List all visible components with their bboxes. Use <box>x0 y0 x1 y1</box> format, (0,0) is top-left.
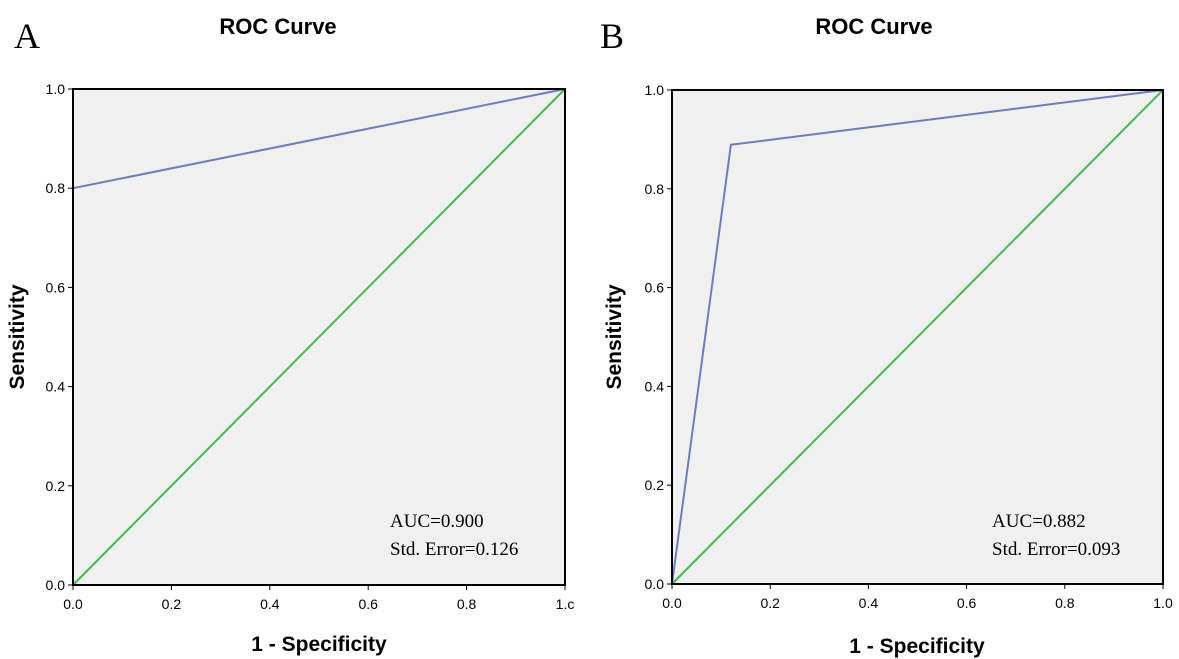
plot-frame <box>72 88 566 586</box>
y-tick-label: 0.2 <box>645 477 665 493</box>
chart-title: ROC Curve <box>815 14 932 39</box>
y-tick-label: 0.0 <box>645 576 665 592</box>
x-tick-label: 0.0 <box>63 596 83 612</box>
tick-group: 0.0 0.2 0.4 0.6 0.8 1.0 0.0 0.2 0.4 0.6 0.8 1.0 <box>645 82 1173 611</box>
chart-title: ROC Curve <box>219 14 336 39</box>
y-axis-label: Sensitivity <box>603 284 626 389</box>
x-tick-label: 0.4 <box>260 596 280 612</box>
x-tick-label: 1.с <box>556 596 575 612</box>
x-tick-label: 1.0 <box>1153 595 1173 611</box>
x-tick-label: 0.2 <box>162 596 182 612</box>
auc-annotation: AUC=0.882 <box>992 511 1086 532</box>
y-tick-label: 0.4 <box>46 379 66 395</box>
x-tick-label: 0.4 <box>859 595 879 611</box>
x-axis-label: 1 - Specificity <box>849 635 985 658</box>
y-tick-label: 0.6 <box>46 279 66 295</box>
std-error-annotation: Std. Error=0.093 <box>992 539 1120 560</box>
panel-a: A ROC Curve 0.0 0.2 0.4 0.6 0.8 1.с0.00.20.40… <box>6 14 574 656</box>
y-tick-label: 0.2 <box>46 478 66 494</box>
y-tick-label: 1.0 <box>645 82 665 98</box>
series-group <box>671 89 1164 585</box>
y-axis-label: Sensitivity <box>6 284 29 389</box>
tick-group: 0.0 0.2 0.4 0.6 0.8 1.с 0.0 0.2 0.4 0.6 0.8 1.0 <box>46 81 575 612</box>
y-tick-label: 0.8 <box>46 180 66 196</box>
panel-label: B <box>600 16 624 56</box>
y-tick-label: 0.4 <box>645 378 665 394</box>
panel-label: A <box>14 16 40 56</box>
reference-line <box>671 89 1164 585</box>
y-tick-label: 0.0 <box>46 577 66 593</box>
y-tick-label: 0.6 <box>645 280 665 296</box>
x-axis-label: 1 - Specificity <box>251 633 387 656</box>
auc-annotation: AUC=0.900 <box>390 511 484 532</box>
x-tick-label: 0.6 <box>957 595 977 611</box>
x-tick-label: 0.8 <box>1055 595 1075 611</box>
y-tick-label: 1.0 <box>46 81 66 97</box>
roc-curve-line <box>671 89 1164 585</box>
std-error-annotation: Std. Error=0.126 <box>390 539 518 560</box>
x-tick-label: 0.0 <box>662 595 682 611</box>
x-tick-label: 0.2 <box>760 595 780 611</box>
y-tick-label: 0.8 <box>645 181 665 197</box>
plot-frame <box>671 89 1164 585</box>
reference-line <box>72 88 566 586</box>
x-tick-label: 0.6 <box>358 596 378 612</box>
x-tick-label: 0.8 <box>457 596 477 612</box>
panel-b: B ROC Curve 0.0 0.2 0.4 0.6 0.8 1.00.00.20.40… <box>600 14 1173 658</box>
